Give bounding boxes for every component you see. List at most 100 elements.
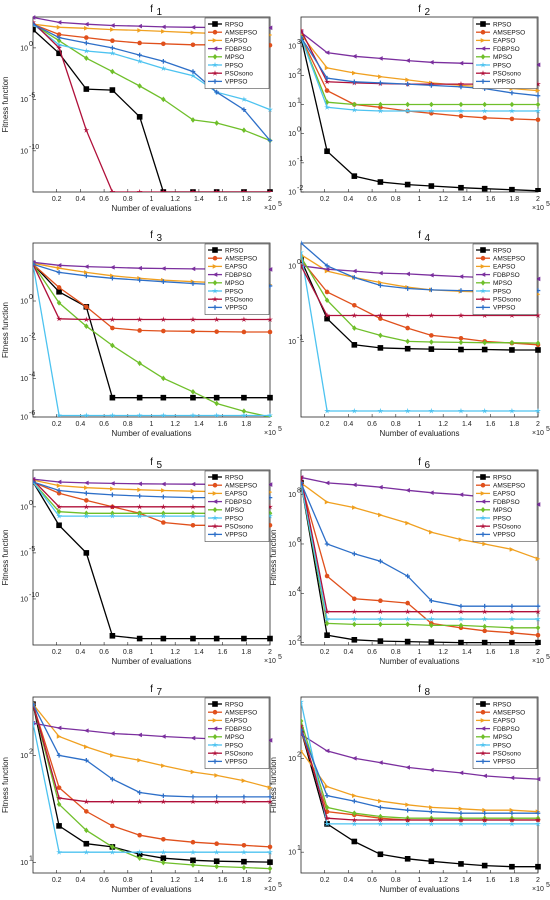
legend-label: PPSO (225, 515, 243, 522)
data-point-mpso (535, 624, 541, 631)
data-point-ppso (428, 407, 435, 414)
x-multiplier-exponent: 5 (278, 426, 282, 433)
data-point-vppso (110, 45, 115, 51)
panel-title: f (418, 457, 421, 468)
y-tick-exponent: -10 (29, 144, 39, 151)
data-point-psosono (33, 19, 36, 25)
x-tick-label: 1.6 (218, 196, 228, 203)
data-point-psosono (240, 316, 247, 323)
legend-marker (212, 474, 218, 480)
data-point-fdbpso (352, 53, 357, 59)
data-point-vppso (301, 727, 304, 733)
data-point-amsepso (84, 809, 89, 814)
data-point-mpso (429, 101, 434, 108)
panel-title: f (418, 230, 421, 241)
data-point-ppso (83, 849, 90, 855)
x-tick-label: 1.2 (170, 877, 180, 884)
data-point-mpso (110, 342, 115, 349)
data-point-fdbpso (458, 492, 464, 497)
data-point-ppso (190, 412, 196, 417)
y-tick-exponent: 1 (297, 845, 301, 852)
series-line-rpso (301, 259, 538, 351)
x-tick-label: 1.4 (194, 649, 204, 656)
data-point-ppso (160, 849, 167, 855)
data-point-psosono (213, 188, 220, 192)
data-point-vppso (190, 69, 196, 74)
data-point-amsepso (378, 598, 383, 604)
data-point-ppso (109, 50, 116, 56)
legend-marker (212, 21, 218, 27)
data-point-eapso (161, 488, 166, 493)
legend-label: AMSEPSO (493, 483, 525, 490)
series-line-rpso (301, 729, 538, 868)
data-point-rpso (404, 856, 411, 862)
x-tick-label: 0.2 (320, 196, 330, 203)
legend-label: MPSO (493, 507, 512, 514)
series-group (301, 240, 541, 414)
legend-marker (480, 46, 486, 51)
data-point-vppso (352, 79, 357, 85)
series-line-mpso (301, 482, 538, 629)
y-tick-label: 10 (20, 753, 28, 760)
data-point-mpso (378, 813, 383, 820)
data-point-ppso (458, 820, 464, 827)
legend-marker (480, 70, 486, 76)
legend-label: PPSO (225, 62, 243, 69)
data-point-ppso (56, 41, 63, 48)
legend-label: AMSEPSO (225, 483, 257, 490)
data-point-fdbpso (137, 732, 142, 738)
x-tick-label: 0.2 (320, 421, 330, 428)
x-tick-label: 1 (418, 196, 422, 203)
x-tick-label: 0.2 (52, 421, 62, 428)
data-point-vppso (458, 810, 464, 816)
x-tick-label: 1.8 (241, 877, 251, 884)
data-point-amsepso (509, 630, 515, 636)
legend-marker (480, 272, 486, 277)
data-point-psosono (324, 608, 331, 615)
data-point-rpso (481, 639, 488, 645)
data-point-rpso (213, 394, 220, 401)
data-point-mpso (301, 718, 304, 724)
data-point-amsepso (482, 628, 487, 634)
data-point-mpso (482, 623, 487, 630)
legend-marker (480, 29, 486, 35)
data-point-fdbpso (458, 60, 464, 66)
series-group (301, 698, 541, 870)
data-point-ppso (83, 512, 90, 519)
data-point-vppso (509, 603, 515, 609)
data-point-rpso (83, 550, 90, 556)
data-point-psosono (267, 316, 273, 323)
legend-label: VPPSO (493, 759, 515, 766)
legend-label: PSOsono (493, 71, 521, 78)
data-point-rpso (481, 185, 488, 192)
legend-box (204, 243, 270, 315)
data-point-vppso (405, 573, 410, 579)
data-point-vppso (84, 757, 89, 763)
x-multiplier: ×10 (532, 430, 544, 437)
legend-marker (480, 54, 486, 60)
data-point-ppso (351, 106, 358, 113)
x-tick-label: 1.6 (486, 421, 496, 428)
legend-label: FDBPSO (493, 272, 520, 279)
data-point-vppso (301, 35, 304, 40)
data-point-rpso (428, 858, 435, 865)
data-point-psosono (190, 188, 196, 192)
y-tick-exponent: -2 (297, 185, 303, 192)
data-point-eapso (267, 785, 273, 790)
data-point-vppso (429, 598, 434, 604)
data-point-rpso (404, 181, 411, 188)
data-point-ppso (160, 65, 167, 71)
data-point-eapso (378, 512, 383, 518)
data-point-fdbpso (324, 748, 330, 754)
data-point-eapso (84, 25, 89, 31)
x-multiplier: ×10 (532, 658, 544, 665)
legend-label: FDBPSO (225, 726, 252, 733)
data-point-rpso (458, 346, 464, 353)
data-point-ppso (83, 47, 90, 54)
data-point-fdbpso (267, 482, 273, 487)
data-point-psosono (535, 816, 541, 823)
series-line-amsepso (301, 37, 539, 121)
y-tick-label: 10 (20, 148, 28, 155)
data-point-eapso (110, 27, 115, 32)
